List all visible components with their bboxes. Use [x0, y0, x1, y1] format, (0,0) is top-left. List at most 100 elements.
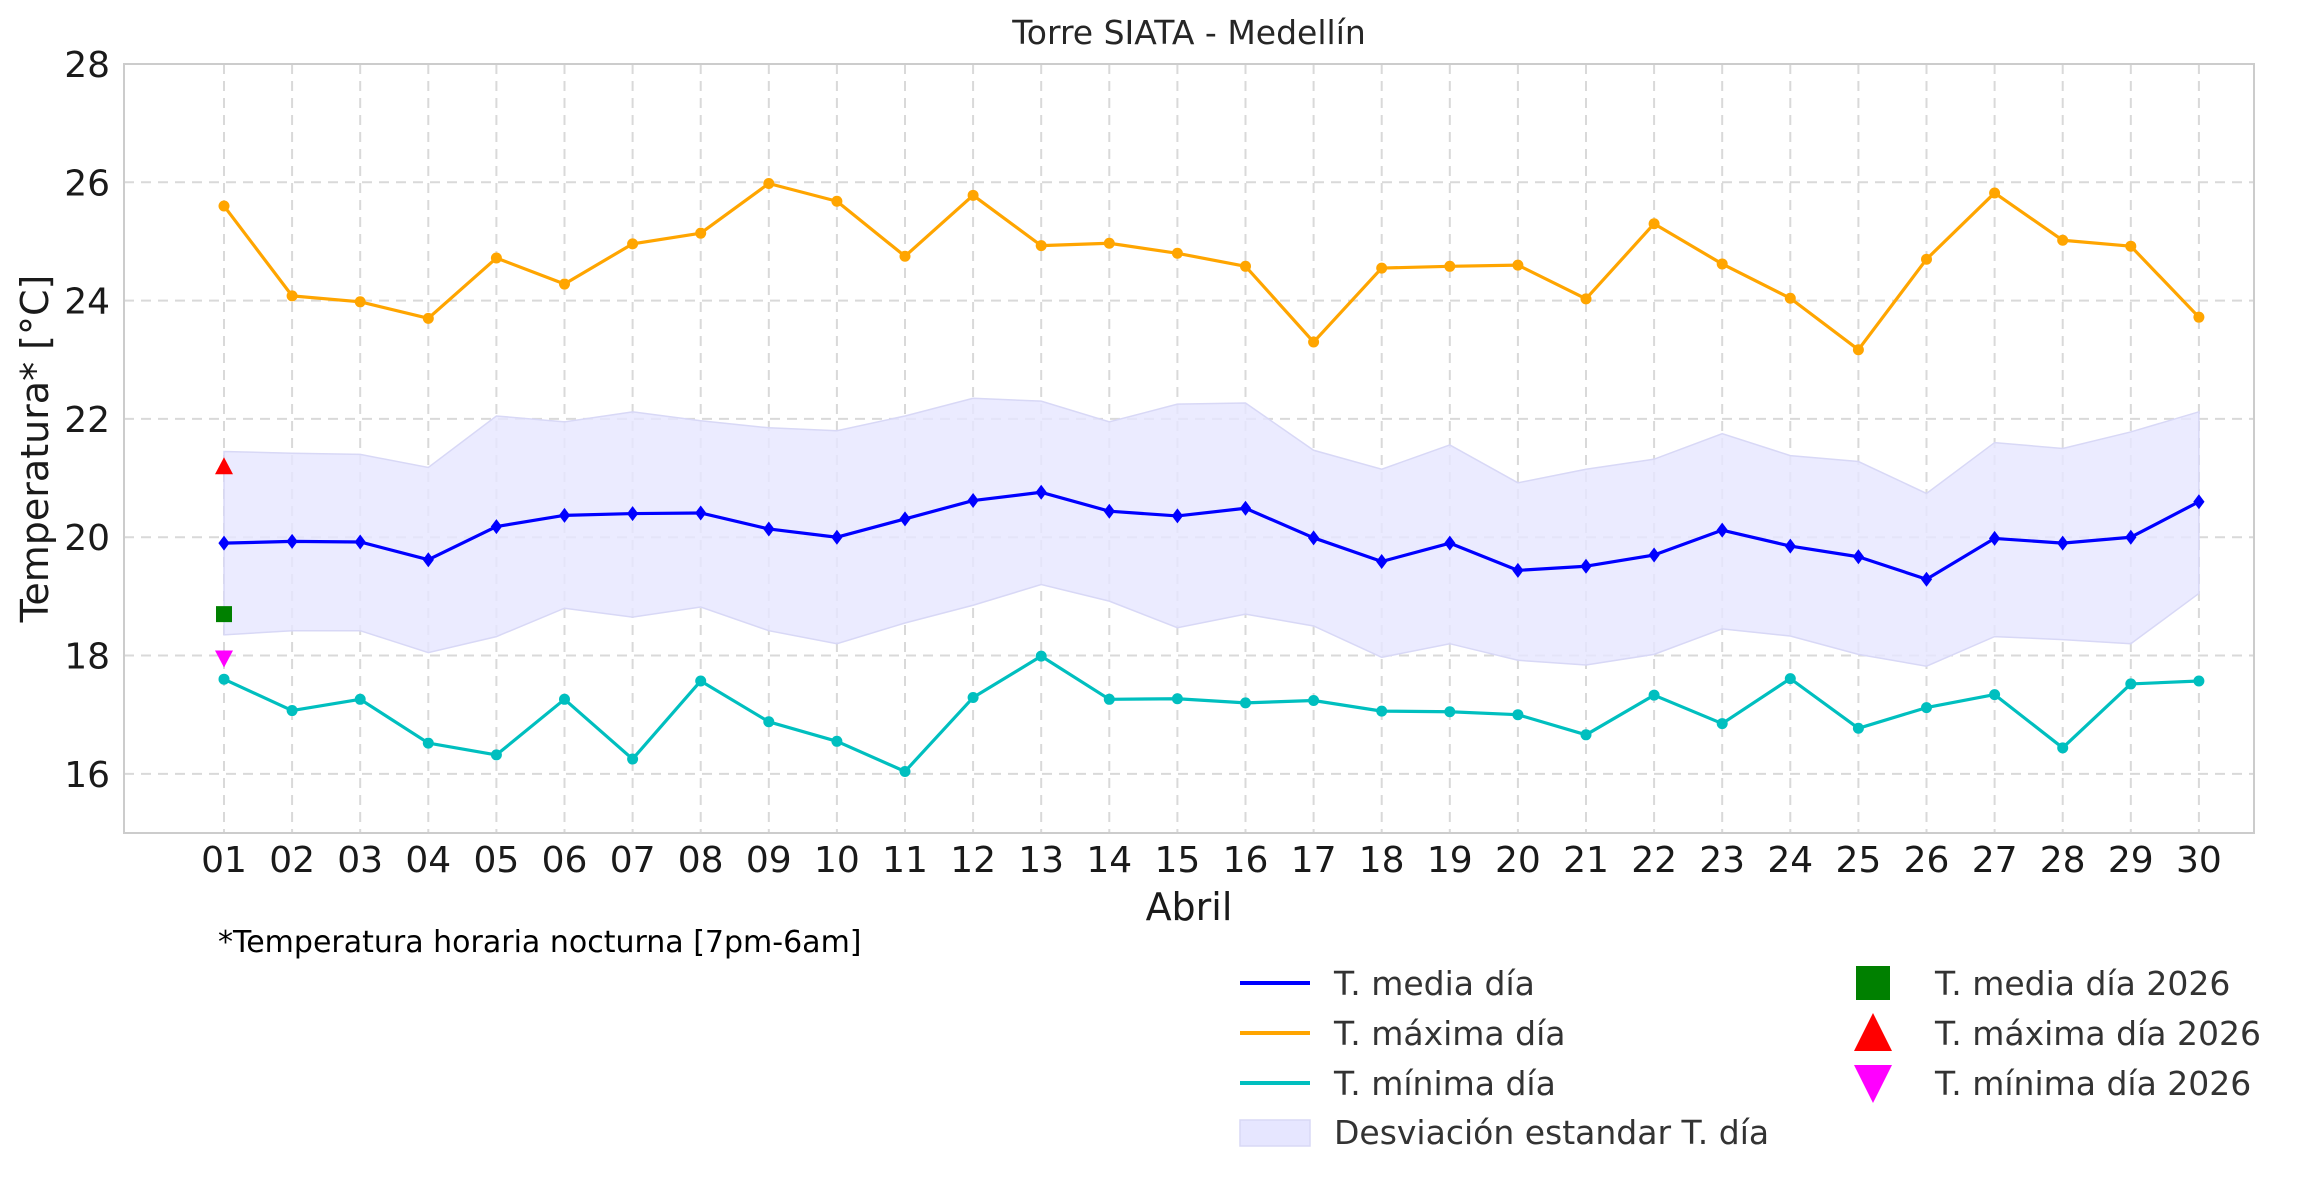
x-tick-label: 26 — [1904, 840, 1950, 881]
data-point — [2125, 678, 2137, 690]
data-point — [1716, 522, 1728, 538]
data-point — [1376, 262, 1388, 274]
data-point — [2057, 742, 2069, 754]
data-point — [1103, 503, 1115, 519]
legend-label: T. mínima día 2026 — [1934, 1064, 2251, 1103]
x-tick-label: 01 — [201, 840, 247, 881]
data-point — [763, 716, 775, 728]
data-point — [1307, 530, 1320, 546]
data-point — [831, 529, 843, 545]
data-point — [1444, 706, 1456, 718]
data-point — [1035, 484, 1047, 500]
legend-swatch — [1856, 966, 1890, 1000]
data-point — [1512, 562, 1524, 578]
data-point — [218, 200, 230, 212]
data-point — [1784, 538, 1796, 554]
legend-item: T. máxima día 2026 — [1854, 1013, 2261, 1053]
data-point — [2193, 311, 2205, 323]
data-point — [967, 692, 979, 704]
data-point — [1988, 530, 2001, 546]
legend-item: T. mínima día 2026 — [1854, 1064, 2251, 1103]
data-point — [1716, 718, 1728, 730]
data-point — [1852, 549, 1865, 565]
data-point — [2125, 529, 2137, 545]
x-tick-label: 09 — [746, 840, 792, 881]
x-tick-label: 13 — [1018, 840, 1064, 881]
data-point — [695, 227, 707, 239]
data-point — [1240, 697, 1251, 709]
x-tick-label: 07 — [610, 840, 656, 881]
plot-frame — [123, 63, 2255, 834]
data-point — [1308, 336, 1320, 348]
data-point — [626, 506, 639, 522]
x-tick-label: 12 — [950, 840, 996, 881]
series-line — [222, 181, 2201, 352]
series-line — [223, 654, 2199, 774]
data-point — [218, 673, 230, 685]
data-point — [2057, 234, 2069, 246]
data-point — [1648, 689, 1660, 701]
x-tick-label: 18 — [1359, 840, 1405, 881]
x-tick-labels: 01 02 03 04 05 06 07 08 09 10 11 12 13 14 15 16 17 18 19 20… — [201, 840, 2222, 881]
data-point — [1308, 694, 1320, 706]
data-point — [1103, 693, 1115, 705]
x-tick-label: 08 — [678, 840, 724, 881]
legend-item: T. media día 2026 — [1856, 964, 2230, 1003]
data-point — [2057, 535, 2069, 551]
data-point — [559, 278, 570, 290]
data-point — [1444, 260, 1456, 272]
data-point — [1852, 344, 1864, 356]
x-tick-label: 03 — [337, 840, 383, 881]
y-tick-label: 26 — [64, 163, 110, 204]
legend-item: Desviación estandar T. día — [1239, 1113, 1769, 1152]
data-point — [1171, 508, 1184, 524]
data-point — [1648, 218, 1660, 230]
y-tick-label: 28 — [64, 45, 110, 86]
data-point — [1376, 705, 1388, 717]
x-tick-label: 16 — [1223, 840, 1269, 881]
data-point — [1921, 253, 1932, 265]
legend-swatch — [1854, 1013, 1892, 1051]
data-point — [422, 552, 434, 568]
data-point — [1648, 547, 1660, 563]
data-point — [831, 195, 843, 207]
data-point — [422, 737, 434, 749]
data-point — [1784, 292, 1796, 304]
data-point — [899, 511, 911, 527]
data-point — [1171, 247, 1183, 259]
x-tick-label: 30 — [2176, 840, 2222, 881]
y-tick-label: 16 — [64, 755, 110, 796]
data-point — [1716, 258, 1728, 270]
legend-label: T. media día 2026 — [1934, 964, 2230, 1003]
data-point — [1989, 187, 2001, 199]
legend-swatch — [1854, 1065, 1892, 1103]
x-tick-label: 19 — [1427, 840, 1473, 881]
data-point — [899, 250, 911, 262]
data-point — [422, 312, 434, 324]
data-point — [1920, 571, 1933, 587]
legend-item: T. mínima día — [1240, 1064, 1556, 1103]
x-tick-label: 10 — [814, 840, 860, 881]
data-point — [218, 535, 230, 551]
x-tick-label: 17 — [1291, 840, 1337, 881]
x-tick-label: 14 — [1086, 840, 1132, 881]
x-tick-label: 21 — [1563, 840, 1609, 881]
series-line — [223, 490, 2200, 581]
x-tick-label: 11 — [882, 840, 928, 881]
y-tick-label: 18 — [64, 637, 110, 678]
x-tick-label: 05 — [473, 840, 519, 881]
data-point — [490, 749, 502, 761]
data-point — [1580, 293, 1592, 305]
data-point — [763, 521, 775, 537]
footnote: *Temperatura horaria nocturna [7pm-6am] — [218, 925, 862, 960]
chart-title: Torre SIATA - Medellín — [1011, 13, 1366, 52]
data-point — [627, 238, 639, 250]
data-point — [1171, 693, 1183, 705]
data-point — [559, 693, 570, 705]
data-point — [2125, 240, 2137, 252]
data-point — [967, 189, 979, 201]
x-tick-label: 22 — [1631, 840, 1677, 881]
data-point — [286, 533, 298, 549]
point-2026-minima — [215, 650, 233, 668]
legend-item: T. media día — [1240, 964, 1535, 1003]
